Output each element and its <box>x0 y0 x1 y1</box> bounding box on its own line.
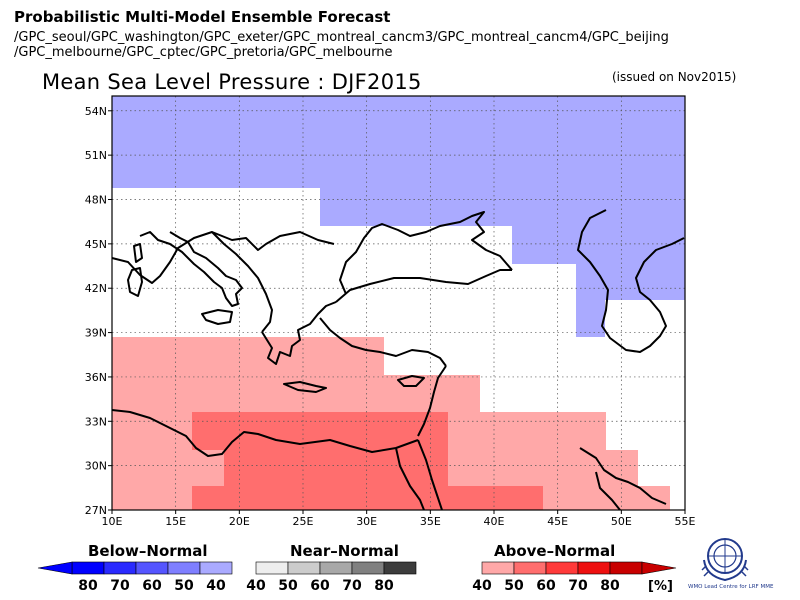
lon-tick-label: 30E <box>356 515 377 528</box>
lon-tick-label: 20E <box>229 515 250 528</box>
coastline-corsica <box>133 243 143 263</box>
coastline-sardinia <box>127 267 143 297</box>
legend-near-tick-label: 60 <box>310 578 330 594</box>
map-grid <box>112 96 685 510</box>
coastline-caspian <box>577 209 685 353</box>
coastline-turkey-south <box>319 317 447 367</box>
legend-near-cell <box>351 561 385 575</box>
legend-near-tick-label: 70 <box>342 578 362 594</box>
legend-below-tick-label: 40 <box>206 578 226 594</box>
coastline-red-sea <box>395 439 443 511</box>
legend-below-tick-label: 80 <box>78 578 98 594</box>
legend-above-cell <box>609 561 643 575</box>
lon-tick-label: 10E <box>102 515 123 528</box>
lat-tick-label: 54N <box>85 105 107 118</box>
legend-above-arrow <box>641 561 677 575</box>
legend-below-cell <box>167 561 201 575</box>
lon-tick-label: 15E <box>165 515 186 528</box>
coastline-turkey-north <box>335 269 512 303</box>
legend-bars: 80 70 60 50 40 40 50 60 70 80 40 50 60 70 80 [%] <box>37 561 677 594</box>
lat-tick-label: 30N <box>85 460 107 473</box>
coastline-balkans <box>211 231 273 333</box>
coastline-black-sea <box>339 211 513 295</box>
lat-tick-label: 27N <box>85 504 107 517</box>
legend-near-cell <box>287 561 321 575</box>
lat-tick-label: 36N <box>85 371 107 384</box>
legend-below-cell <box>71 561 105 575</box>
legend-near-label: Near–Normal <box>290 542 399 560</box>
lon-tick-label: 50E <box>611 515 632 528</box>
above-normal-50-region <box>192 412 543 510</box>
below-normal-region <box>112 96 685 337</box>
legend-above-cell <box>481 561 515 575</box>
legend-near-cell <box>319 561 353 575</box>
legend-below-cell <box>199 561 233 575</box>
model-list-line-1: /GPC_seoul/GPC_washington/GPC_exeter/GPC… <box>14 30 669 45</box>
legend-below-cell <box>135 561 169 575</box>
coastline-italy <box>139 231 243 307</box>
model-list: /GPC_seoul/GPC_washington/GPC_exeter/GPC… <box>14 30 669 60</box>
lat-tick-label: 45N <box>85 238 107 251</box>
coastline-levant <box>417 365 447 437</box>
lon-tick-label: 45E <box>547 515 568 528</box>
legend-below-tick-label: 60 <box>142 578 162 594</box>
wmo-logo-caption: WMO Lead Centre for LRF MME <box>688 584 774 590</box>
legend-above-label: Above–Normal <box>494 542 616 560</box>
latitude-ticks: 27N 30N 33N 36N 39N 42N 45N 48N 51N 54N <box>85 105 112 517</box>
legend-unit: [%] <box>648 579 673 594</box>
lat-tick-label: 42N <box>85 282 107 295</box>
coastline-crete <box>283 381 327 393</box>
model-list-line-2: /GPC_melbourne/GPC_cptec/GPC_pretoria/GP… <box>14 45 393 60</box>
longitude-ticks: 10E 15E 20E 25E 30E 35E 40E 45E 50E 55E <box>102 510 696 528</box>
coastline-north-med <box>111 231 335 284</box>
lat-tick-label: 33N <box>85 415 107 428</box>
coastline-sicily <box>201 309 233 325</box>
coastline-persian-gulf <box>579 447 667 511</box>
legend-near-cell <box>255 561 289 575</box>
lat-tick-label: 39N <box>85 327 107 340</box>
coastline-greece <box>261 301 337 365</box>
lon-tick-label: 40E <box>484 515 505 528</box>
legend-near-tick-label: 80 <box>374 578 394 594</box>
legend-below-tick-label: 70 <box>110 578 130 594</box>
legend-near-cell <box>383 561 417 575</box>
issued-date: (issued on Nov2015) <box>612 70 737 84</box>
legend-below-arrow <box>37 561 73 575</box>
legend-above-tick-label: 50 <box>504 578 524 594</box>
coastlines <box>111 209 685 511</box>
legend-above-tick-label: 40 <box>472 578 492 594</box>
legend-above-tick-label: 70 <box>568 578 588 594</box>
map-title: Mean Sea Level Pressure : DJF2015 <box>42 70 422 94</box>
lon-tick-label: 55E <box>675 515 696 528</box>
lon-tick-label: 35E <box>420 515 441 528</box>
legend-below-label: Below–Normal <box>88 542 208 560</box>
legend-above-cell <box>545 561 579 575</box>
lon-tick-label: 25E <box>293 515 314 528</box>
legend-above-cell <box>577 561 611 575</box>
coastline-cyprus <box>397 375 425 387</box>
legend-above-tick-label: 80 <box>600 578 620 594</box>
legend-near-tick-label: 50 <box>278 578 298 594</box>
legend-below-cell <box>103 561 137 575</box>
map-frame <box>111 95 686 511</box>
legend-above-tick-label: 60 <box>536 578 556 594</box>
coastline-north-africa <box>111 409 419 457</box>
legend-near-tick-label: 40 <box>246 578 266 594</box>
forecast-header-title: Probabilistic Multi-Model Ensemble Forec… <box>14 8 391 26</box>
lat-tick-label: 51N <box>85 149 107 162</box>
probability-shading <box>112 96 685 510</box>
legend-below-tick-label: 50 <box>174 578 194 594</box>
legend-above-cell <box>513 561 547 575</box>
wmo-logo-icon <box>701 538 749 582</box>
lat-tick-label: 48N <box>85 194 107 207</box>
